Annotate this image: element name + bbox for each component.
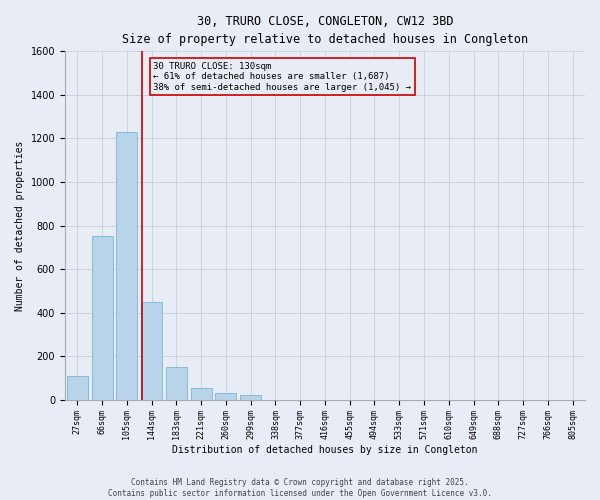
Bar (166, 367, 187, 400)
Y-axis label: Number of detached properties: Number of detached properties (15, 140, 25, 310)
Text: Contains HM Land Registry data © Crown copyright and database right 2025.
Contai: Contains HM Land Registry data © Crown c… (108, 478, 492, 498)
X-axis label: Distribution of detached houses by size in Congleton: Distribution of detached houses by size … (172, 445, 478, 455)
Title: 30, TRURO CLOSE, CONGLETON, CW12 3BD
Size of property relative to detached house: 30, TRURO CLOSE, CONGLETON, CW12 3BD Siz… (122, 15, 528, 46)
Bar (67, 376, 88, 400)
Bar (116, 132, 137, 400)
Text: 30 TRURO CLOSE: 130sqm
← 61% of detached houses are smaller (1,687)
38% of semi-: 30 TRURO CLOSE: 130sqm ← 61% of detached… (154, 62, 412, 92)
Bar (191, 388, 212, 400)
Bar (92, 236, 113, 400)
Bar (215, 393, 236, 400)
Bar (141, 302, 162, 400)
Bar (240, 396, 261, 400)
